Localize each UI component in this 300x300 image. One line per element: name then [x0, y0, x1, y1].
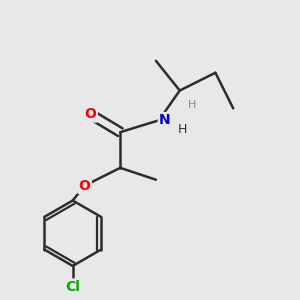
Text: H: H: [178, 123, 188, 136]
Text: O: O: [79, 179, 91, 193]
Text: O: O: [85, 107, 97, 121]
Text: N: N: [159, 113, 171, 127]
Text: H: H: [188, 100, 196, 110]
Text: Cl: Cl: [65, 280, 80, 294]
